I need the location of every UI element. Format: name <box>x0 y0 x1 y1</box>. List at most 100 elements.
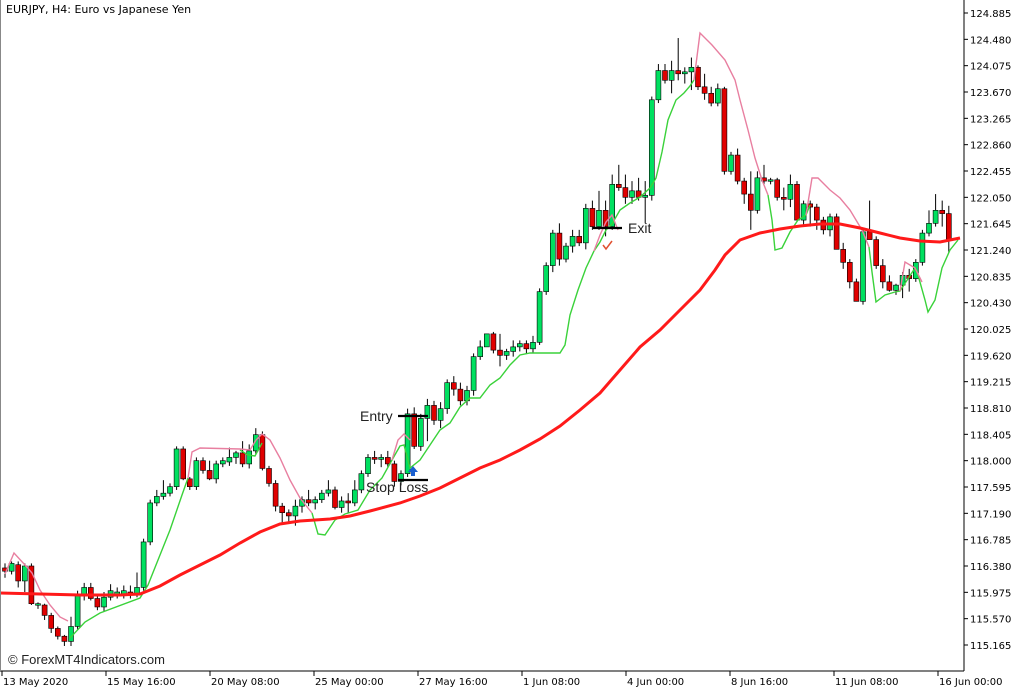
x-tick-label: 4 Jun 00:00 <box>627 677 684 688</box>
candle <box>490 333 497 351</box>
candle <box>860 231 866 302</box>
candle <box>846 262 853 283</box>
candle <box>391 463 398 482</box>
y-tick-label: 118.810 <box>970 404 1011 415</box>
candle <box>675 70 682 75</box>
checkmark-icon <box>602 240 613 251</box>
trailing-stop-up-line <box>69 79 959 639</box>
candle <box>523 343 530 350</box>
candle <box>840 249 847 263</box>
candle <box>173 448 180 487</box>
candle <box>681 71 688 75</box>
candle <box>879 265 886 283</box>
candle <box>15 564 21 582</box>
y-tick-label: 115.975 <box>970 588 1011 599</box>
candle <box>708 93 715 104</box>
x-tick-label: 13 May 2020 <box>3 677 68 688</box>
candle <box>253 434 259 452</box>
y-tick-label: 120.835 <box>970 272 1011 283</box>
candle <box>279 505 286 513</box>
candle <box>866 231 873 240</box>
candle <box>530 342 536 350</box>
candle <box>431 405 437 421</box>
y-tick-label: 124.885 <box>970 9 1011 20</box>
candle <box>794 184 800 221</box>
candle <box>259 434 266 469</box>
candle <box>602 210 609 227</box>
candle <box>233 452 239 458</box>
candle <box>939 210 946 214</box>
y-tick-label: 117.595 <box>970 483 1011 494</box>
exit-label: Exit <box>628 220 652 236</box>
candle <box>787 184 794 200</box>
candle <box>932 210 939 224</box>
candle <box>140 541 147 588</box>
candle <box>272 483 279 507</box>
candle <box>398 473 404 482</box>
candle <box>754 177 761 211</box>
y-tick-label: 115.165 <box>970 641 1011 652</box>
candle <box>312 499 319 504</box>
candle <box>154 496 160 504</box>
candle <box>266 468 272 484</box>
candle <box>893 284 899 291</box>
y-tick-label: 119.620 <box>970 351 1011 362</box>
candle <box>54 628 61 637</box>
candle <box>510 346 517 352</box>
candle <box>450 382 457 390</box>
y-tick-label: 117.190 <box>970 509 1011 520</box>
candle <box>365 457 371 474</box>
x-tick-label: 27 May 16:00 <box>419 677 488 688</box>
candle <box>470 356 477 391</box>
candle <box>767 179 774 182</box>
candle <box>919 232 926 263</box>
y-tick-label: 122.050 <box>970 193 1011 204</box>
y-tick-label: 124.075 <box>970 62 1011 73</box>
candle <box>213 463 219 480</box>
candle <box>193 460 200 487</box>
candle <box>160 492 167 497</box>
chart-title: EURJPY, H4: Euro vs Japanese Yen <box>6 3 192 16</box>
y-tick-label: 118.405 <box>970 430 1011 441</box>
candle <box>576 236 583 244</box>
candle <box>74 593 81 627</box>
candle <box>332 489 338 508</box>
candle <box>516 343 523 348</box>
candle <box>662 70 668 81</box>
candle <box>556 232 563 260</box>
candle <box>94 598 101 608</box>
candle <box>101 596 107 608</box>
candle <box>780 197 787 200</box>
candle <box>147 502 153 543</box>
candle <box>873 239 880 266</box>
candle <box>622 187 629 198</box>
candle <box>497 349 503 356</box>
candle <box>688 66 695 73</box>
axis-layer: 124.885 124.480 124.075 123.670 123.265 122.8… <box>0 0 1011 688</box>
candle <box>563 245 569 260</box>
candle <box>503 351 510 356</box>
candle <box>180 448 186 480</box>
y-tick-label: 121.240 <box>970 246 1011 257</box>
candle <box>305 499 312 504</box>
candle <box>609 184 616 227</box>
stop-loss-label: Stop Loss <box>366 479 429 495</box>
candle <box>28 565 35 605</box>
candle <box>734 154 741 182</box>
candle <box>569 236 576 247</box>
candle <box>358 473 365 491</box>
trailing-stop-down-line <box>4 31 923 622</box>
candle <box>741 180 748 195</box>
candle <box>411 413 418 447</box>
candle <box>721 88 728 172</box>
y-tick-label: 120.025 <box>970 325 1011 336</box>
y-tick-label: 123.670 <box>970 88 1011 99</box>
x-tick-label: 16 Jun 00:00 <box>939 677 1003 688</box>
buy-arrow-icon <box>408 466 418 476</box>
watermark: © ForexMT4Indicators.com <box>8 652 165 667</box>
candle <box>747 193 754 211</box>
candle <box>88 587 94 599</box>
candle <box>226 457 233 463</box>
